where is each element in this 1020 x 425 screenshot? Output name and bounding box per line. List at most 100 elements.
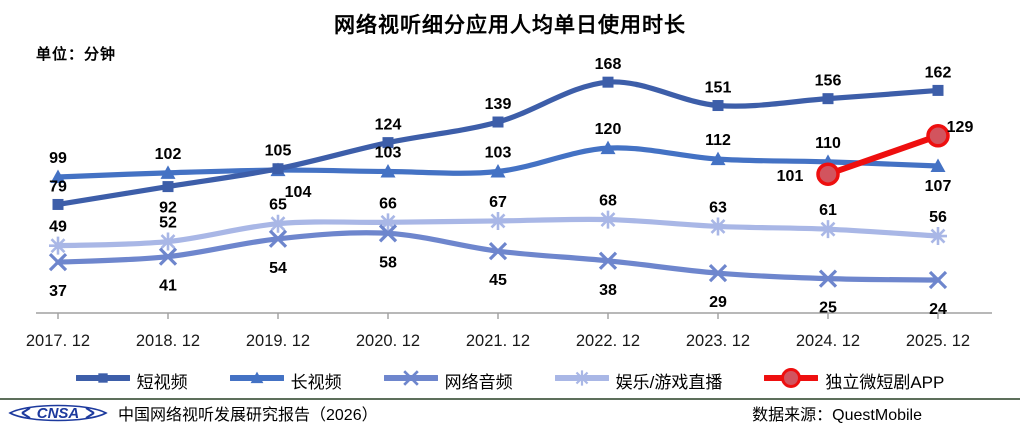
asterisk-marker-icon xyxy=(269,214,287,233)
online-audio-line-icon xyxy=(381,368,440,393)
legend-label: 长视频 xyxy=(290,373,342,392)
data-label: 37 xyxy=(49,283,67,300)
series-line-独立微短剧APP xyxy=(825,132,941,178)
data-label: 38 xyxy=(599,282,617,299)
square-marker-icon xyxy=(382,137,394,149)
chart-legend: 短视频 长视频 网络音频 娱乐/游戏直播 独立微短剧APP xyxy=(0,368,1020,393)
x-axis-label: 2022. 12 xyxy=(576,332,640,350)
legend-item: 网络音频 xyxy=(381,368,513,393)
x-axis-label: 2019. 12 xyxy=(246,332,310,350)
data-label: 58 xyxy=(379,254,397,271)
data-label: 45 xyxy=(489,272,507,289)
square-marker-icon xyxy=(492,116,504,128)
asterisk-legend-swatch xyxy=(552,370,611,386)
live-streaming-line-icon xyxy=(552,368,611,393)
data-label: 103 xyxy=(485,144,512,161)
data-label: 162 xyxy=(925,64,952,81)
asterisk-marker-icon xyxy=(599,210,617,229)
data-label: 61 xyxy=(819,202,837,219)
triangle-marker-icon xyxy=(490,163,506,178)
asterisk-marker-icon xyxy=(489,211,507,230)
data-label: 49 xyxy=(49,219,67,236)
data-label: 25 xyxy=(819,300,837,317)
data-source-label: 数据来源：QuestMobile xyxy=(752,406,922,424)
data-label: 124 xyxy=(375,117,402,134)
circle-marker-icon xyxy=(781,368,802,388)
data-label: 156 xyxy=(815,73,842,90)
legend-item: 长视频 xyxy=(227,368,342,393)
legend-item: 娱乐/游戏直播 xyxy=(552,368,723,393)
data-label: 168 xyxy=(595,56,622,73)
x-marker-icon xyxy=(818,269,838,288)
legend-item: 短视频 xyxy=(73,368,188,393)
x-axis-label: 2018. 12 xyxy=(136,332,200,350)
data-label: 79 xyxy=(49,178,67,195)
data-label: 65 xyxy=(269,197,287,214)
data-label: 129 xyxy=(947,119,974,136)
x-marker-icon xyxy=(378,224,398,243)
data-label: 92 xyxy=(159,200,177,217)
data-label: 104 xyxy=(285,184,312,201)
asterisk-marker-icon xyxy=(379,213,397,232)
triangle-legend-swatch xyxy=(227,371,286,384)
triangle-marker-icon xyxy=(160,165,176,179)
data-label: 41 xyxy=(159,278,177,295)
data-label: 99 xyxy=(49,150,67,167)
cnsa-logo: CNSA xyxy=(8,404,108,422)
data-label: 63 xyxy=(709,199,727,216)
data-label: 103 xyxy=(375,144,402,161)
asterisk-marker-icon xyxy=(49,236,67,255)
data-label: 105 xyxy=(265,143,292,160)
square-marker-icon xyxy=(162,181,174,193)
unit-label: 单位：分钟 xyxy=(36,46,117,63)
legend-label: 独立微短剧APP xyxy=(825,373,945,392)
square-marker-icon xyxy=(97,373,108,383)
legend-label: 网络音频 xyxy=(444,373,513,392)
x-axis-label: 2020. 12 xyxy=(356,332,420,350)
x-marker-icon xyxy=(402,370,419,386)
legend-label: 娱乐/游戏直播 xyxy=(615,373,723,392)
data-label: 120 xyxy=(595,121,622,138)
circle-legend-swatch xyxy=(762,368,821,388)
data-label: 151 xyxy=(705,80,732,97)
data-label: 52 xyxy=(159,215,177,232)
circle-marker-icon xyxy=(926,124,950,148)
triangle-marker-icon xyxy=(710,151,726,166)
data-label: 107 xyxy=(925,178,952,195)
x-axis-label: 2025. 12 xyxy=(906,332,970,350)
x-legend-swatch xyxy=(381,370,440,386)
triangle-marker-icon xyxy=(50,169,66,183)
asterisk-marker-icon xyxy=(159,232,177,251)
x-axis-label: 2021. 12 xyxy=(466,332,530,350)
footer-bar: CNSA 中国网络视听发展研究报告（2026） 数据来源：QuestMobile xyxy=(0,398,1020,425)
x-axis-label: 2023. 12 xyxy=(686,332,750,350)
x-marker-icon xyxy=(708,264,728,283)
asterisk-marker-icon xyxy=(929,227,947,246)
legend-item: 独立微短剧APP xyxy=(762,368,945,393)
circle-marker-icon xyxy=(816,162,840,186)
x-axis-label: 2024. 12 xyxy=(796,332,860,350)
square-marker-icon xyxy=(52,198,64,210)
square-marker-icon xyxy=(932,84,944,96)
data-label: 66 xyxy=(379,195,397,212)
short-video-line-icon xyxy=(73,368,132,393)
square-marker-icon xyxy=(822,93,834,105)
triangle-marker-icon xyxy=(380,163,396,178)
x-marker-icon xyxy=(488,242,508,261)
chart-title: 网络视听细分应用人均单日使用时长 xyxy=(334,14,686,37)
x-marker-icon xyxy=(598,251,618,270)
data-label: 101 xyxy=(777,168,804,185)
legend-label: 短视频 xyxy=(136,373,188,392)
data-label: 139 xyxy=(485,96,512,113)
data-label: 68 xyxy=(599,193,617,210)
data-label: 54 xyxy=(269,260,287,277)
data-label: 110 xyxy=(815,135,841,152)
asterisk-marker-icon xyxy=(819,220,837,239)
x-marker-icon xyxy=(158,247,178,266)
square-marker-icon xyxy=(272,163,284,175)
data-label: 56 xyxy=(929,209,947,226)
square-legend-swatch xyxy=(73,373,132,383)
data-label: 102 xyxy=(155,146,182,163)
